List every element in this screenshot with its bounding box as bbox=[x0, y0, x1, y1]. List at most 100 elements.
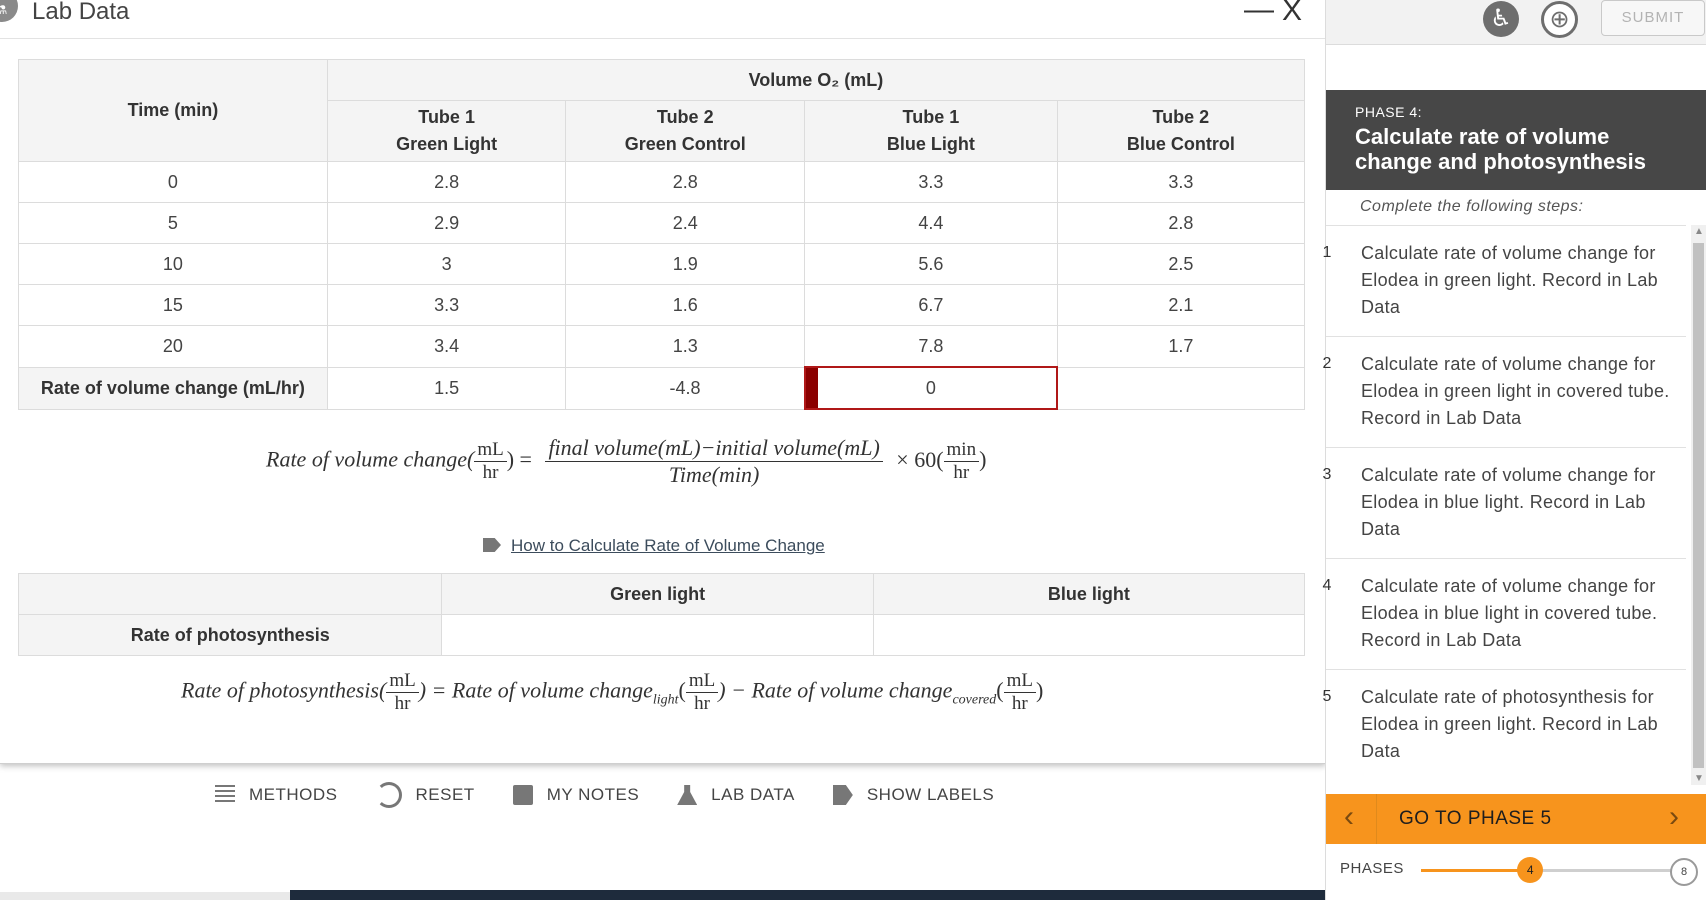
rate-row: Rate of volume change (mL/hr) 1.5 -4.8 0 bbox=[18, 366, 1306, 410]
value-cell: 1.7 bbox=[1056, 325, 1306, 368]
phases-progress: PHASES 4 8 bbox=[1326, 845, 1706, 893]
scroll-thumb[interactable] bbox=[1693, 243, 1704, 768]
column-header: Tube 2 Green Control bbox=[565, 100, 806, 162]
step-item[interactable]: 2 Calculate rate of volume change for Elo… bbox=[1323, 336, 1686, 447]
step-item[interactable]: 3 Calculate rate of volume change for Elo… bbox=[1323, 447, 1686, 558]
photo-input-blue[interactable] bbox=[872, 614, 1306, 656]
formula2-close: ) bbox=[1035, 677, 1044, 703]
steps-list: 1 Calculate rate of volume change for Elo… bbox=[1323, 225, 1686, 780]
value-cell: 2.1 bbox=[1056, 284, 1306, 326]
value-cell: 2.8 bbox=[565, 161, 806, 203]
value-cell: 5.6 bbox=[804, 243, 1058, 285]
submit-button[interactable]: SUBMIT bbox=[1601, 0, 1705, 36]
value-cell: 2.8 bbox=[1056, 202, 1306, 244]
main-fraction: final volume(mL)−initial volume(mL) Time(… bbox=[545, 435, 883, 488]
time-cell: 0 bbox=[18, 161, 328, 203]
value-cell: 3 bbox=[326, 243, 567, 285]
step-text: Calculate rate of volume change for Elod… bbox=[1361, 576, 1658, 650]
steps-intro: Complete the following steps: bbox=[1360, 198, 1584, 215]
value-cell: 2.5 bbox=[1056, 243, 1306, 285]
value-cell: 3.3 bbox=[326, 284, 567, 326]
table-row: 20 3.4 1.3 7.8 1.7 bbox=[18, 325, 1306, 368]
my-notes-button[interactable]: MY NOTES bbox=[512, 780, 639, 810]
time-cell: 10 bbox=[18, 243, 328, 285]
formula-close: ) bbox=[979, 446, 987, 472]
flask-icon bbox=[677, 785, 698, 805]
reset-button[interactable]: RESET bbox=[375, 780, 475, 810]
previous-phase-icon[interactable]: ‹ bbox=[1344, 800, 1354, 833]
step-text: Calculate rate of volume change for Elod… bbox=[1361, 465, 1656, 539]
table-row: 0 2.8 2.8 3.3 3.3 bbox=[18, 161, 1306, 203]
go-to-phase-bar: ‹ GO TO PHASE 5 › bbox=[1326, 794, 1706, 844]
column-header: Tube 1 Green Light bbox=[326, 100, 567, 162]
value-cell: 2.8 bbox=[326, 161, 567, 203]
step-number: 3 bbox=[1322, 466, 1332, 483]
top-bar: ♿ ⊕ SUBMIT bbox=[1326, 0, 1706, 45]
rate-input-green-light[interactable]: 1.5 bbox=[326, 366, 567, 410]
time-header: Time (min) bbox=[18, 59, 328, 162]
value-cell: 1.6 bbox=[565, 284, 806, 326]
formula-multiplier: × 60( bbox=[896, 446, 944, 472]
formula2-minus: ) − Rate of volume change bbox=[718, 677, 953, 703]
formula2-equals: ) = Rate of volume change bbox=[418, 677, 653, 703]
table-row: 15 3.3 1.6 6.7 2.1 bbox=[18, 284, 1306, 326]
table-row: 10 3 1.9 5.6 2.5 bbox=[18, 243, 1306, 285]
value-cell: 2.9 bbox=[326, 202, 567, 244]
reset-icon bbox=[375, 782, 402, 808]
current-phase-marker[interactable]: 4 bbox=[1517, 857, 1544, 883]
how-to-calculate-link[interactable]: How to Calculate Rate of Volume Change bbox=[483, 536, 825, 556]
volume-change-formula: Rate of volume change(mL hr) = final volu… bbox=[266, 435, 986, 488]
volume-table: Time (min) Volume O₂ (mL) Tube 1 Green Li… bbox=[18, 59, 1306, 410]
rate-input-green-control[interactable]: -4.8 bbox=[565, 366, 806, 410]
value-cell: 3.3 bbox=[1056, 161, 1306, 203]
step-number: 4 bbox=[1322, 577, 1332, 594]
rate-input-blue-control[interactable] bbox=[1056, 366, 1306, 410]
bottom-toolbar: METHODS RESET MY NOTES LAB DATA SHOW LAB… bbox=[215, 780, 994, 810]
methods-button[interactable]: METHODS bbox=[215, 780, 338, 810]
step-item[interactable]: 1 Calculate rate of volume change for Elo… bbox=[1323, 225, 1686, 336]
column-header: Tube 2 Blue Control bbox=[1056, 100, 1306, 162]
volume-group-header: Volume O₂ (mL) bbox=[326, 59, 1306, 101]
next-phase-icon[interactable]: › bbox=[1669, 800, 1679, 833]
formula2-paren: ( bbox=[996, 677, 1004, 703]
scroll-down-icon[interactable]: ▼ bbox=[1694, 773, 1704, 784]
step-item[interactable]: 5 Calculate rate of photosynthesis for El… bbox=[1323, 669, 1686, 780]
unit-fraction: mL hr bbox=[474, 439, 507, 484]
lab-data-button[interactable]: LAB DATA bbox=[677, 780, 795, 810]
window-title: Lab Data bbox=[32, 0, 130, 25]
formula2-paren: ( bbox=[678, 677, 686, 703]
globe-icon[interactable]: ⊕ bbox=[1541, 1, 1578, 38]
close-button[interactable]: X bbox=[1282, 0, 1303, 27]
accessibility-icon[interactable]: ♿ bbox=[1483, 1, 1519, 37]
time-cell: 5 bbox=[18, 202, 328, 244]
phase-header: PHASE 4: Calculate rate of volume change… bbox=[1326, 90, 1706, 190]
instructions-panel: ♿ ⊕ SUBMIT PHASE 4: Calculate rate of vo… bbox=[1323, 0, 1706, 900]
step-item[interactable]: 4 Calculate rate of volume change for Elo… bbox=[1323, 558, 1686, 669]
formula2-sub-light: light bbox=[652, 692, 679, 708]
photosynthesis-table: Green light Blue light Rate of photosynt… bbox=[17, 573, 1306, 656]
tag-icon bbox=[832, 785, 853, 805]
minimize-button[interactable]: — bbox=[1244, 0, 1274, 26]
formula2-lhs: Rate of photosynthesis( bbox=[181, 677, 387, 703]
rate-input-value[interactable]: 0 bbox=[925, 377, 936, 398]
step-text: Calculate rate of volume change for Elod… bbox=[1361, 243, 1658, 317]
phase-track-fill bbox=[1421, 869, 1531, 872]
blue-light-header: Blue light bbox=[872, 573, 1306, 615]
rate-input-blue-light[interactable]: 0 bbox=[803, 366, 1059, 410]
step-text: Calculate rate of volume change for Elod… bbox=[1361, 354, 1670, 428]
formula-equals: ) = bbox=[506, 446, 532, 472]
value-cell: 6.7 bbox=[804, 284, 1058, 326]
scroll-up-icon[interactable]: ▲ bbox=[1694, 226, 1704, 237]
step-text: Calculate rate of photosynthesis for Elo… bbox=[1361, 687, 1658, 761]
show-labels-button[interactable]: SHOW LABELS bbox=[832, 780, 994, 810]
time-cell: 20 bbox=[18, 325, 328, 368]
table-row: 5 2.9 2.4 4.4 2.8 bbox=[18, 202, 1306, 244]
photo-row-label: Rate of photosynthesis bbox=[17, 614, 443, 656]
phase-label: PHASE 4: bbox=[1355, 104, 1423, 120]
go-to-phase-button[interactable]: GO TO PHASE 5 bbox=[1399, 808, 1552, 829]
steps-scrollbar[interactable]: ▲ ▼ bbox=[1691, 225, 1706, 785]
photo-input-green[interactable] bbox=[441, 614, 874, 656]
last-phase-marker[interactable]: 8 bbox=[1670, 858, 1698, 886]
how-to-calculate-link-text[interactable]: How to Calculate Rate of Volume Change bbox=[511, 536, 825, 555]
step-number: 5 bbox=[1322, 688, 1332, 705]
